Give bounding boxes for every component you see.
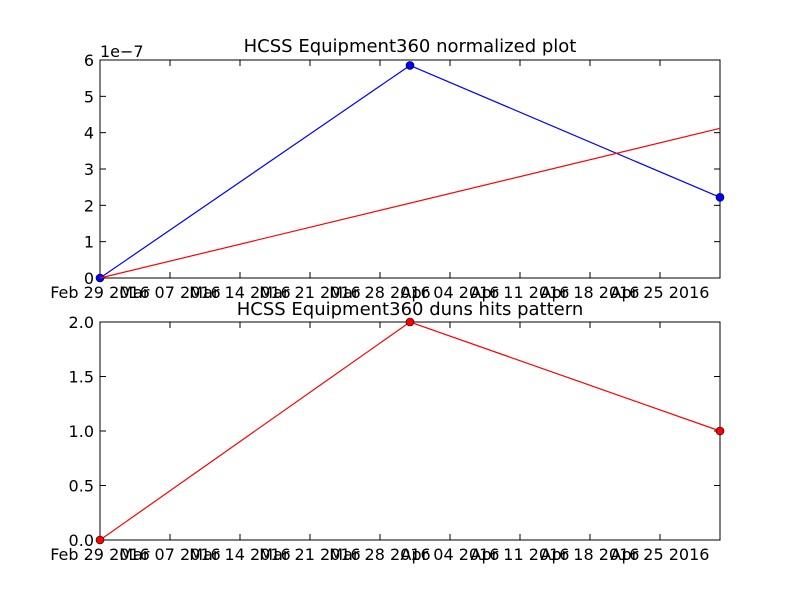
normalized-plot-x-tick-label: Mar 14 2016 [189, 283, 290, 302]
duns-hits-frame [99, 321, 721, 541]
normalized-plot-y-tick-label: 5 [84, 87, 94, 106]
duns-hits-y-tick-label: 1.0 [69, 422, 94, 441]
normalized-plot-series-1-line [99, 127, 721, 279]
duns-hits-title: HCSS Equipment360 duns hits pattern [237, 299, 584, 320]
duns-hits-series-0-point [95, 535, 105, 545]
normalized-plot-frame [99, 59, 721, 279]
normalized-plot-panel: HCSS Equipment360 normalized plot 1e−7 0… [50, 36, 725, 302]
normalized-plot-x-tick-label: Apr 11 2016 [471, 283, 570, 302]
normalized-plot-y-tick-label: 0 [84, 269, 94, 288]
normalized-plot-x-tick-label: Mar 07 2016 [119, 283, 220, 302]
duns-hits-panel: HCSS Equipment360 duns hits pattern 0.0 0… [50, 299, 725, 564]
normalized-plot-x-tick-label: Apr 04 2016 [401, 283, 500, 302]
duns-hits-x-tick-label: Mar 28 2016 [329, 545, 430, 564]
normalized-plot-series-0-point [715, 193, 725, 202]
normalized-plot-series-0-line [99, 64, 721, 279]
normalized-plot-x-tick-label: Feb 29 2016 [50, 283, 150, 302]
normalized-plot-y-tick-label: 6 [84, 51, 94, 70]
duns-hits-x-tick-label: Mar 14 2016 [189, 545, 290, 564]
normalized-plot-y-tick-label: 4 [84, 124, 94, 143]
duns-hits-y-tick-label: 1.5 [69, 368, 94, 387]
duns-hits-y-tick-label: 0.0 [69, 531, 94, 550]
duns-hits-x-tick-label: Apr 25 2016 [611, 545, 710, 564]
duns-hits-y-tick-label: 0.5 [69, 477, 94, 496]
normalized-plot-x-tick-label: Mar 28 2016 [329, 283, 430, 302]
normalized-plot-x-tick-label: Apr 18 2016 [541, 283, 640, 302]
duns-hits-x-tick-label: Mar 07 2016 [119, 545, 220, 564]
duns-hits-x-tick-label: Feb 29 2016 [50, 545, 150, 564]
normalized-plot-series-0-point [405, 61, 415, 70]
duns-hits-x-tick-label: Apr 11 2016 [471, 545, 570, 564]
duns-hits-x-tick-label: Mar 21 2016 [259, 545, 360, 564]
duns-hits-series-0-point [715, 426, 725, 436]
duns-hits-x-tick-label: Apr 18 2016 [541, 545, 640, 564]
normalized-plot-x-tick-label: Apr 25 2016 [611, 283, 710, 302]
normalized-plot-title: HCSS Equipment360 normalized plot [244, 36, 577, 57]
duns-hits-x-tick-label: Apr 04 2016 [401, 545, 500, 564]
duns-hits-y-tick-label: 2.0 [69, 313, 94, 332]
normalized-plot-y-tick-label: 1 [84, 233, 94, 252]
normalized-plot-y-tick-label: 3 [84, 160, 94, 179]
normalized-plot-y-tick-label: 2 [84, 196, 94, 215]
duns-hits-series-0-line [99, 321, 721, 541]
duns-hits-series-0-point [405, 317, 415, 327]
normalized-plot-x-tick-label: Mar 21 2016 [259, 283, 360, 302]
normalized-plot-y-offset-label: 1e−7 [100, 42, 144, 61]
